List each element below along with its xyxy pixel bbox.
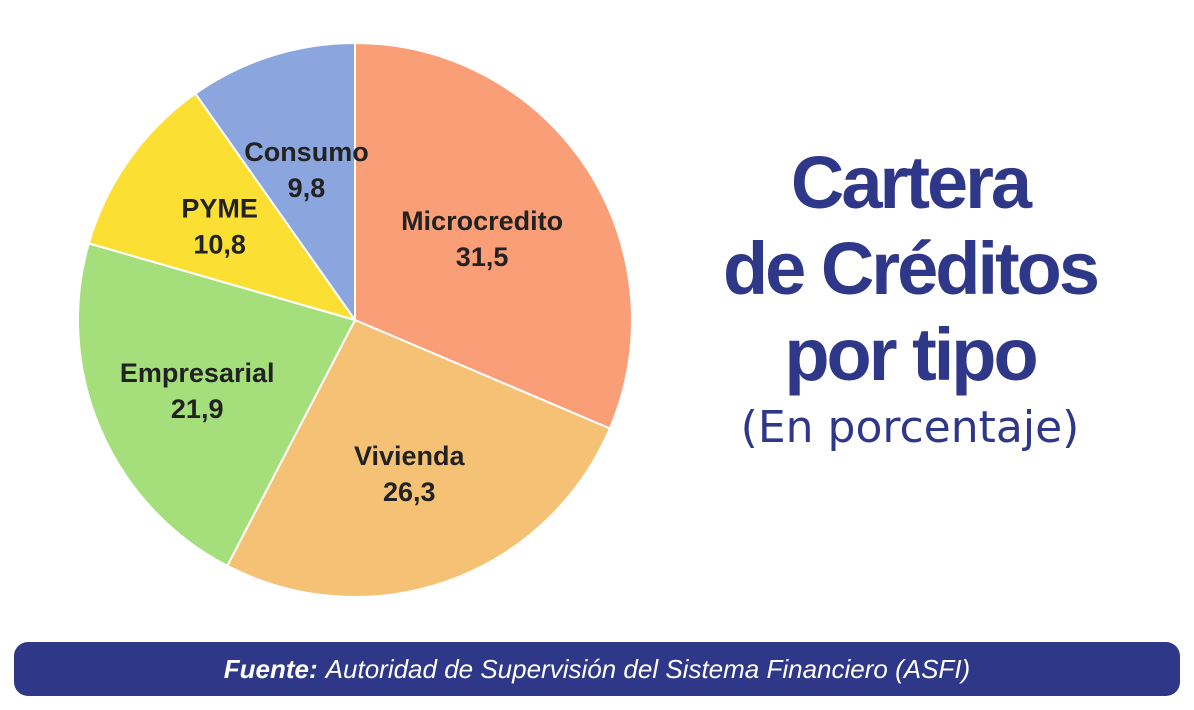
slice-label-vivienda: Vivienda [354, 441, 466, 471]
pie-labels: Microcredito 31,5 Vivienda 26,3 Empresarial 2… [120, 137, 563, 507]
slice-label-empresarial: Empresarial [120, 358, 275, 388]
slice-label-consumo: Consumo [244, 137, 369, 167]
pie-slice-consumo [194, 41, 356, 324]
chart-title-line-1: Cartera [790, 141, 1032, 224]
pie-slices [77, 41, 633, 598]
pie-chart: Microcredito 31,5 Vivienda 26,3 Empresarial 2… [77, 41, 633, 598]
chart-title-line-2: de Créditos [722, 227, 1100, 310]
slice-label-pyme: PYME [181, 194, 258, 224]
pie-slice-microcredito [354, 41, 633, 430]
source-footer: Fuente: Autoridad de Supervisión del Sis… [14, 642, 1180, 696]
slice-value-empresarial: 21,9 [171, 394, 224, 424]
slice-value-microcredito: 31,5 [456, 242, 509, 272]
slice-value-vivienda: 26,3 [383, 477, 436, 507]
slice-value-pyme: 10,8 [193, 230, 246, 260]
source-label: Fuente: [223, 653, 318, 684]
chart-title-block: Cartera de Créditos por tipo (En porcent… [650, 140, 1170, 456]
pie-slice-pyme [87, 92, 358, 322]
slice-value-consumo: 9,8 [288, 173, 326, 203]
source-text: Autoridad de Supervisión del Sistema Fin… [325, 653, 971, 684]
pie-slice-vivienda [225, 318, 612, 598]
chart-title-line-3: por tipo [784, 313, 1038, 396]
slice-label-microcredito: Microcredito [401, 206, 563, 236]
pie-slice-empresarial [77, 242, 357, 568]
chart-subtitle: (En porcentaje) [740, 402, 1080, 453]
